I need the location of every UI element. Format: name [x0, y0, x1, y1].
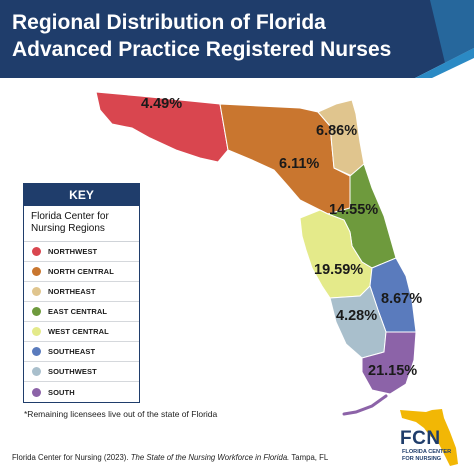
key-label: EAST CENTRAL	[48, 307, 108, 316]
label-northeast-percent: 6.86%	[316, 123, 358, 139]
key-item-southeast: SOUTHEAST	[24, 342, 139, 362]
key-item-south: SOUTH	[24, 382, 139, 402]
logo-name-line-2: FOR NURSING	[402, 455, 442, 462]
key-item-north-central: NORTH CENTRAL	[24, 262, 139, 282]
key-subheading: Florida Center for Nursing Regions	[24, 206, 139, 242]
page-title: Regional Distribution of Florida Advance…	[12, 9, 432, 63]
west-central-color-dot	[32, 327, 41, 336]
key-label: NORTHEAST	[48, 287, 96, 296]
region-northeast	[317, 99, 365, 177]
southeast-color-dot	[32, 347, 41, 356]
logo-abbrev: FCN	[400, 428, 441, 449]
title-line-1: Regional Distribution of Florida	[12, 11, 326, 34]
northwest-color-dot	[32, 247, 41, 256]
banner-shape	[0, 0, 474, 78]
key-label: NORTH CENTRAL	[48, 267, 114, 276]
region-south	[361, 331, 417, 395]
key-label: SOUTHEAST	[48, 347, 96, 356]
key-item-west-central: WEST CENTRAL	[24, 322, 139, 342]
key-label: SOUTH	[48, 387, 75, 397]
title-banner: Regional Distribution of Florida Advance…	[0, 0, 474, 78]
northeast-color-dot	[32, 287, 41, 296]
citation: Florida Center for Nursing (2023). The S…	[12, 453, 328, 462]
label-southeast-percent: 8.67%	[381, 291, 423, 307]
label-northwest-percent: 4.49%	[141, 96, 183, 112]
title-line-2: Advanced Practice Registered Nurses	[12, 38, 392, 61]
label-east-central-percent: 14.55%	[329, 202, 379, 218]
map-key: KEY Florida Center for Nursing Regions N…	[23, 183, 140, 403]
footnote: *Remaining licensees live out of the sta…	[24, 409, 218, 419]
citation-suffix: Tampa, FL	[289, 453, 329, 462]
key-item-east-central: EAST CENTRAL	[24, 302, 139, 322]
key-label: SOUTHWEST	[48, 367, 97, 376]
label-southwest-percent: 4.28%	[336, 308, 378, 324]
southwest-color-dot	[32, 367, 41, 376]
north-central-color-dot	[32, 267, 41, 276]
key-item-northwest: NORTHWEST	[24, 242, 139, 262]
logo-name-line-1: FLORIDA CENTER	[402, 449, 452, 455]
key-item-northeast: NORTHEAST	[24, 282, 139, 302]
region-northwest	[95, 91, 229, 163]
key-label: WEST CENTRAL	[48, 327, 109, 336]
fcn-logo-icon	[400, 409, 458, 466]
label-north-central-percent: 6.11%	[279, 156, 320, 172]
citation-title: The State of the Nursing Workforce in Fl…	[130, 453, 290, 462]
east-central-color-dot	[32, 307, 41, 316]
logo-name: FLORIDA CENTER FOR NURSING	[402, 449, 462, 462]
label-west-central-percent: 19.59%	[314, 262, 364, 278]
south-color-dot	[32, 387, 41, 397]
key-item-southwest: SOUTHWEST	[24, 362, 139, 382]
key-heading: KEY	[24, 184, 139, 206]
florida-map	[95, 91, 417, 416]
citation-prefix: Florida Center for Nursing (2023).	[12, 453, 131, 462]
key-label: NORTHWEST	[48, 247, 98, 256]
label-south-percent: 21.15%	[368, 363, 418, 379]
region-south-keys	[342, 394, 388, 416]
